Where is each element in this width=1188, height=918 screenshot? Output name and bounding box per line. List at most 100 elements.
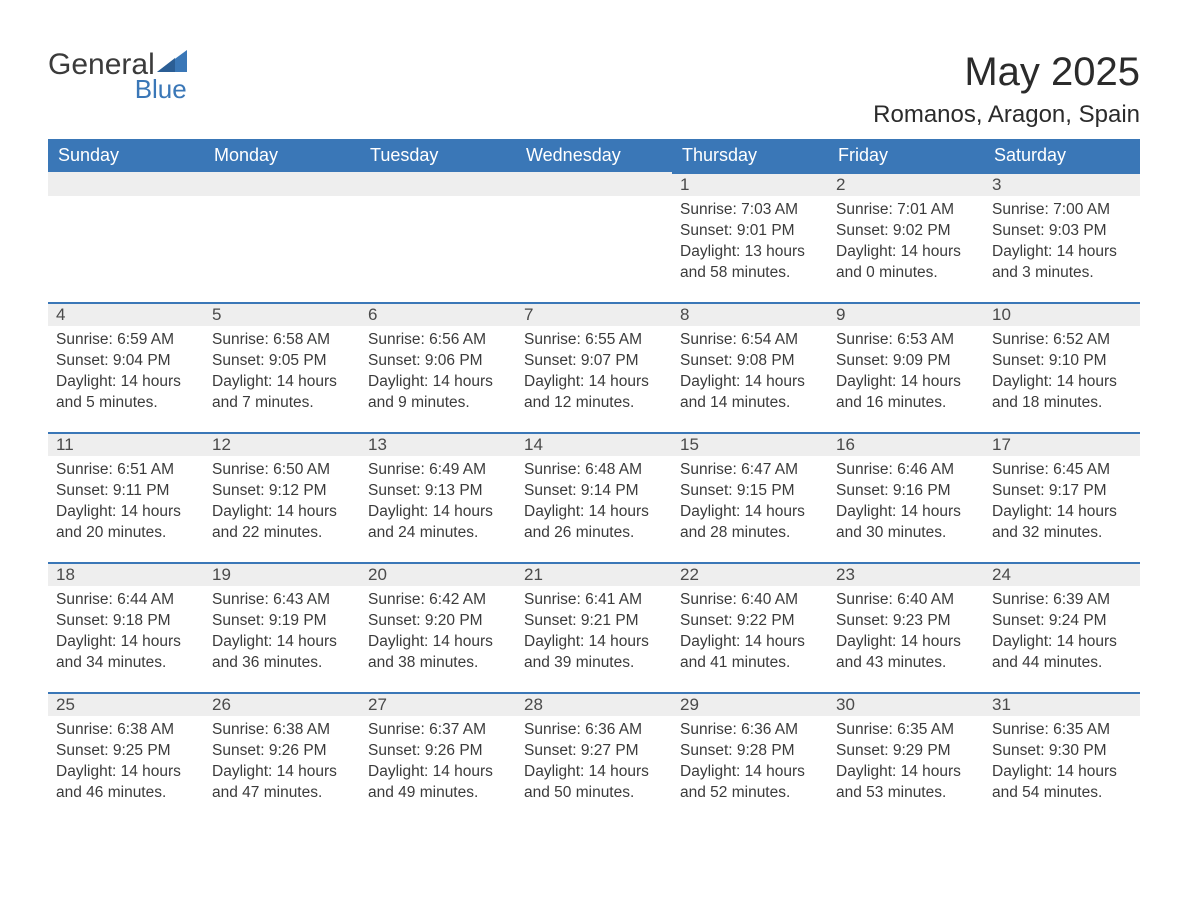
day-details: Sunrise: 6:46 AMSunset: 9:16 PMDaylight:… bbox=[828, 456, 984, 544]
calendar-day-cell: 15Sunrise: 6:47 AMSunset: 9:15 PMDayligh… bbox=[672, 432, 828, 562]
sunset-text: Sunset: 9:14 PM bbox=[524, 481, 664, 502]
day-number: 9 bbox=[828, 302, 984, 326]
sunset-text: Sunset: 9:05 PM bbox=[212, 351, 352, 372]
sunset-text: Sunset: 9:24 PM bbox=[992, 611, 1132, 632]
sunrise-text: Sunrise: 6:44 AM bbox=[56, 590, 196, 611]
calendar-day-cell: 4Sunrise: 6:59 AMSunset: 9:04 PMDaylight… bbox=[48, 302, 204, 432]
sunset-text: Sunset: 9:11 PM bbox=[56, 481, 196, 502]
sunset-text: Sunset: 9:29 PM bbox=[836, 741, 976, 762]
daylight-text: Daylight: 14 hours and 41 minutes. bbox=[680, 632, 820, 674]
logo: General Blue bbox=[48, 50, 187, 102]
calendar-week-row: 1Sunrise: 7:03 AMSunset: 9:01 PMDaylight… bbox=[48, 172, 1140, 302]
calendar-day-cell: 17Sunrise: 6:45 AMSunset: 9:17 PMDayligh… bbox=[984, 432, 1140, 562]
day-details: Sunrise: 7:03 AMSunset: 9:01 PMDaylight:… bbox=[672, 196, 828, 284]
day-number: 31 bbox=[984, 692, 1140, 716]
day-number: 29 bbox=[672, 692, 828, 716]
daylight-text: Daylight: 14 hours and 28 minutes. bbox=[680, 502, 820, 544]
sunrise-text: Sunrise: 6:50 AM bbox=[212, 460, 352, 481]
calendar-day-cell: 28Sunrise: 6:36 AMSunset: 9:27 PMDayligh… bbox=[516, 692, 672, 822]
sunset-text: Sunset: 9:20 PM bbox=[368, 611, 508, 632]
sunset-text: Sunset: 9:04 PM bbox=[56, 351, 196, 372]
daylight-text: Daylight: 14 hours and 36 minutes. bbox=[212, 632, 352, 674]
day-details: Sunrise: 6:37 AMSunset: 9:26 PMDaylight:… bbox=[360, 716, 516, 804]
day-number: 20 bbox=[360, 562, 516, 586]
calendar-day-cell bbox=[360, 172, 516, 302]
day-number: 22 bbox=[672, 562, 828, 586]
calendar-day-cell: 7Sunrise: 6:55 AMSunset: 9:07 PMDaylight… bbox=[516, 302, 672, 432]
day-details: Sunrise: 6:36 AMSunset: 9:27 PMDaylight:… bbox=[516, 716, 672, 804]
calendar-week-row: 4Sunrise: 6:59 AMSunset: 9:04 PMDaylight… bbox=[48, 302, 1140, 432]
day-details: Sunrise: 6:42 AMSunset: 9:20 PMDaylight:… bbox=[360, 586, 516, 674]
col-header: Wednesday bbox=[516, 139, 672, 172]
calendar-day-cell: 13Sunrise: 6:49 AMSunset: 9:13 PMDayligh… bbox=[360, 432, 516, 562]
calendar-day-cell: 6Sunrise: 6:56 AMSunset: 9:06 PMDaylight… bbox=[360, 302, 516, 432]
sunrise-text: Sunrise: 7:01 AM bbox=[836, 200, 976, 221]
sunrise-text: Sunrise: 6:55 AM bbox=[524, 330, 664, 351]
sunrise-text: Sunrise: 7:00 AM bbox=[992, 200, 1132, 221]
day-details: Sunrise: 6:41 AMSunset: 9:21 PMDaylight:… bbox=[516, 586, 672, 674]
day-details: Sunrise: 6:58 AMSunset: 9:05 PMDaylight:… bbox=[204, 326, 360, 414]
daylight-text: Daylight: 14 hours and 47 minutes. bbox=[212, 762, 352, 804]
calendar-day-cell: 29Sunrise: 6:36 AMSunset: 9:28 PMDayligh… bbox=[672, 692, 828, 822]
calendar-day-cell: 10Sunrise: 6:52 AMSunset: 9:10 PMDayligh… bbox=[984, 302, 1140, 432]
sunset-text: Sunset: 9:26 PM bbox=[212, 741, 352, 762]
sunset-text: Sunset: 9:28 PM bbox=[680, 741, 820, 762]
day-details: Sunrise: 6:44 AMSunset: 9:18 PMDaylight:… bbox=[48, 586, 204, 674]
daylight-text: Daylight: 14 hours and 46 minutes. bbox=[56, 762, 196, 804]
day-number: 8 bbox=[672, 302, 828, 326]
daylight-text: Daylight: 14 hours and 53 minutes. bbox=[836, 762, 976, 804]
day-number: 5 bbox=[204, 302, 360, 326]
sunset-text: Sunset: 9:23 PM bbox=[836, 611, 976, 632]
day-number: 2 bbox=[828, 172, 984, 196]
sunset-text: Sunset: 9:12 PM bbox=[212, 481, 352, 502]
sunrise-text: Sunrise: 6:47 AM bbox=[680, 460, 820, 481]
logo-triangle-icon bbox=[157, 50, 187, 76]
sunrise-text: Sunrise: 6:36 AM bbox=[680, 720, 820, 741]
day-number: 23 bbox=[828, 562, 984, 586]
day-details: Sunrise: 6:45 AMSunset: 9:17 PMDaylight:… bbox=[984, 456, 1140, 544]
sunrise-text: Sunrise: 6:54 AM bbox=[680, 330, 820, 351]
daylight-text: Daylight: 14 hours and 9 minutes. bbox=[368, 372, 508, 414]
sunset-text: Sunset: 9:19 PM bbox=[212, 611, 352, 632]
daylight-text: Daylight: 14 hours and 44 minutes. bbox=[992, 632, 1132, 674]
sunset-text: Sunset: 9:06 PM bbox=[368, 351, 508, 372]
sunrise-text: Sunrise: 6:36 AM bbox=[524, 720, 664, 741]
daylight-text: Daylight: 14 hours and 50 minutes. bbox=[524, 762, 664, 804]
col-header: Sunday bbox=[48, 139, 204, 172]
sunset-text: Sunset: 9:01 PM bbox=[680, 221, 820, 242]
col-header: Monday bbox=[204, 139, 360, 172]
day-details: Sunrise: 6:40 AMSunset: 9:22 PMDaylight:… bbox=[672, 586, 828, 674]
daylight-text: Daylight: 14 hours and 0 minutes. bbox=[836, 242, 976, 284]
calendar-day-cell: 19Sunrise: 6:43 AMSunset: 9:19 PMDayligh… bbox=[204, 562, 360, 692]
sunrise-text: Sunrise: 6:49 AM bbox=[368, 460, 508, 481]
sunrise-text: Sunrise: 6:59 AM bbox=[56, 330, 196, 351]
sunrise-text: Sunrise: 6:45 AM bbox=[992, 460, 1132, 481]
sunset-text: Sunset: 9:18 PM bbox=[56, 611, 196, 632]
calendar-day-cell: 25Sunrise: 6:38 AMSunset: 9:25 PMDayligh… bbox=[48, 692, 204, 822]
calendar-day-cell bbox=[204, 172, 360, 302]
day-number: 30 bbox=[828, 692, 984, 716]
calendar-day-cell: 11Sunrise: 6:51 AMSunset: 9:11 PMDayligh… bbox=[48, 432, 204, 562]
calendar-day-cell: 16Sunrise: 6:46 AMSunset: 9:16 PMDayligh… bbox=[828, 432, 984, 562]
daylight-text: Daylight: 14 hours and 54 minutes. bbox=[992, 762, 1132, 804]
sunrise-text: Sunrise: 7:03 AM bbox=[680, 200, 820, 221]
day-details: Sunrise: 6:49 AMSunset: 9:13 PMDaylight:… bbox=[360, 456, 516, 544]
day-details: Sunrise: 6:38 AMSunset: 9:26 PMDaylight:… bbox=[204, 716, 360, 804]
sunrise-text: Sunrise: 6:42 AM bbox=[368, 590, 508, 611]
calendar-day-cell bbox=[48, 172, 204, 302]
day-details: Sunrise: 6:40 AMSunset: 9:23 PMDaylight:… bbox=[828, 586, 984, 674]
calendar-day-cell: 18Sunrise: 6:44 AMSunset: 9:18 PMDayligh… bbox=[48, 562, 204, 692]
sunset-text: Sunset: 9:09 PM bbox=[836, 351, 976, 372]
calendar-day-cell: 27Sunrise: 6:37 AMSunset: 9:26 PMDayligh… bbox=[360, 692, 516, 822]
calendar-day-cell: 12Sunrise: 6:50 AMSunset: 9:12 PMDayligh… bbox=[204, 432, 360, 562]
sunrise-text: Sunrise: 6:35 AM bbox=[992, 720, 1132, 741]
col-header: Saturday bbox=[984, 139, 1140, 172]
calendar-day-cell: 21Sunrise: 6:41 AMSunset: 9:21 PMDayligh… bbox=[516, 562, 672, 692]
day-details: Sunrise: 6:54 AMSunset: 9:08 PMDaylight:… bbox=[672, 326, 828, 414]
calendar-week-row: 18Sunrise: 6:44 AMSunset: 9:18 PMDayligh… bbox=[48, 562, 1140, 692]
daylight-text: Daylight: 14 hours and 20 minutes. bbox=[56, 502, 196, 544]
sunset-text: Sunset: 9:22 PM bbox=[680, 611, 820, 632]
calendar-day-cell: 20Sunrise: 6:42 AMSunset: 9:20 PMDayligh… bbox=[360, 562, 516, 692]
sunrise-text: Sunrise: 6:40 AM bbox=[836, 590, 976, 611]
empty-day-bar bbox=[204, 172, 360, 196]
